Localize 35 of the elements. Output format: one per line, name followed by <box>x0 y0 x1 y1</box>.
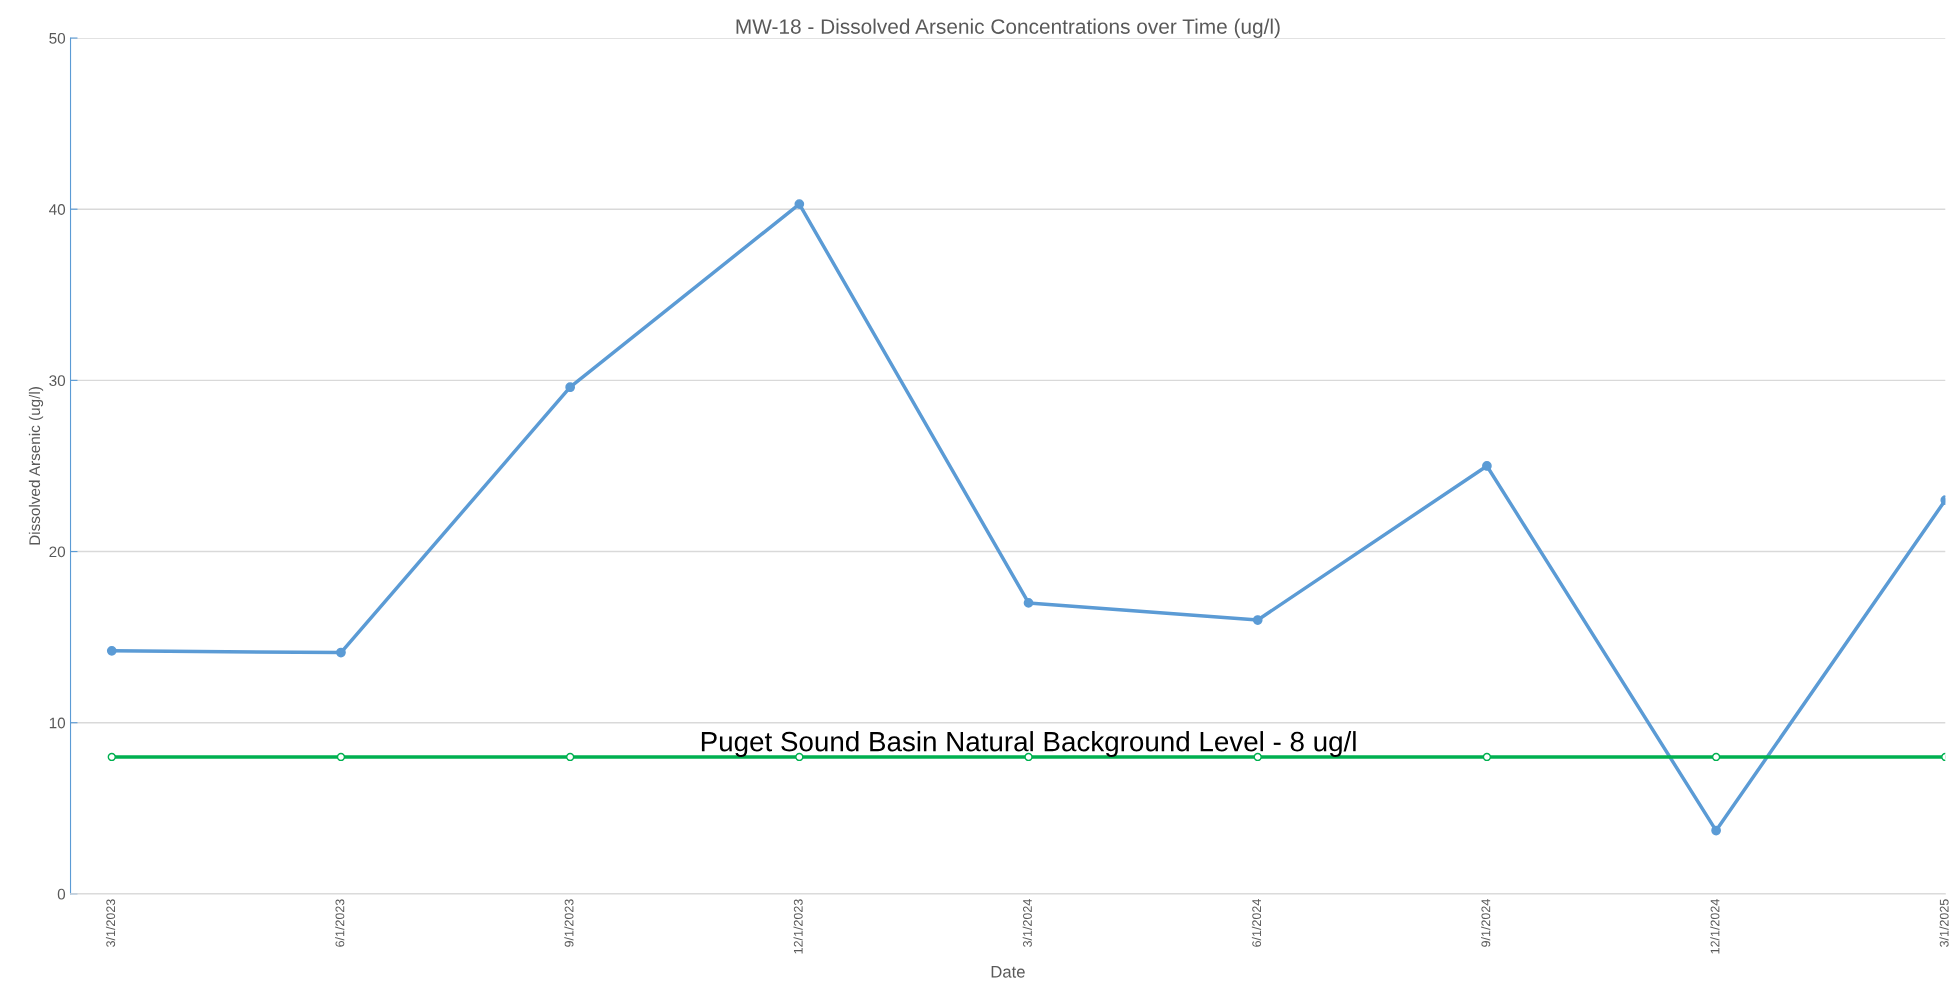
point <box>1711 752 1721 762</box>
point <box>107 752 116 762</box>
y-tick-label: 40 <box>49 204 66 215</box>
chart-title: MW-18 - Dissolved Arsenic Concentrations over Time (ug/l) <box>736 18 1280 39</box>
point <box>1711 825 1721 836</box>
y-tick-label: 20 <box>49 546 66 558</box>
point <box>1023 598 1034 608</box>
point <box>1253 752 1262 762</box>
point <box>106 645 117 656</box>
point <box>336 647 346 658</box>
x-tick-label: 9/1/2024 <box>1481 899 1491 947</box>
y-axis-title: Dissolved Arsenic (ug/l) <box>28 387 44 545</box>
point <box>794 199 805 209</box>
y-tick-label: 50 <box>49 32 66 44</box>
y-tick-label: 0 <box>57 888 66 900</box>
x-tick-label: 6/1/2023 <box>335 899 345 947</box>
point <box>795 752 804 762</box>
x-tick-label: 9/1/2023 <box>564 899 574 947</box>
y-tick-label: 30 <box>49 375 66 387</box>
y-tick-label: 10 <box>49 717 66 729</box>
point <box>336 752 346 762</box>
point <box>565 752 575 762</box>
x-tick-label: 6/1/2024 <box>1251 899 1262 947</box>
x-tick-label: 12/1/2024 <box>1710 899 1720 954</box>
x-tick-label: 3/1/2024 <box>1022 899 1032 947</box>
x-tick-label: 12/1/2023 <box>793 899 803 954</box>
x-axis-title: Date <box>991 966 1025 978</box>
point <box>1482 461 1492 471</box>
point <box>1252 615 1263 625</box>
x-tick-label: 3/1/2025 <box>1939 899 1949 947</box>
annotation: Puget Sound Basin Natural Background Level - 8 ug/l <box>701 731 1356 757</box>
point <box>1024 752 1033 762</box>
point <box>565 382 576 393</box>
point <box>1482 752 1492 762</box>
x-tick-label: 3/1/2023 <box>105 899 116 947</box>
